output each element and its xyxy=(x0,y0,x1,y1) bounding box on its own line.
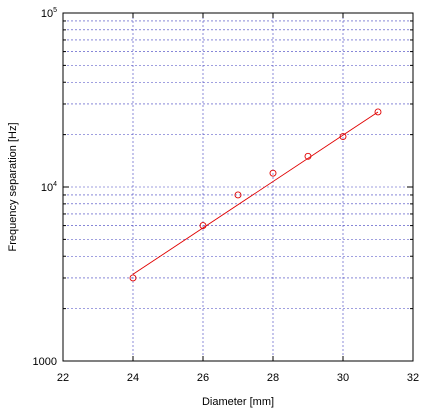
data-series xyxy=(129,108,382,282)
data-point xyxy=(374,108,382,116)
data-point xyxy=(339,133,347,140)
data-point xyxy=(129,274,137,282)
axis-ticks xyxy=(62,13,414,362)
y-tick-label: 104 xyxy=(41,181,57,194)
x-tick-label: 28 xyxy=(267,372,279,384)
x-tick-label: 30 xyxy=(337,372,349,384)
x-tick-label: 22 xyxy=(57,372,69,384)
data-point xyxy=(234,191,242,199)
y-tick-label: 105 xyxy=(41,7,57,20)
x-tick-label: 32 xyxy=(407,372,419,384)
x-tick-label: 24 xyxy=(127,372,139,384)
data-point xyxy=(269,169,277,177)
x-tick-labels: 22 24 26 28 30 32 xyxy=(57,372,419,384)
fit-line xyxy=(132,111,379,275)
x-axis-label: Diameter [mm] xyxy=(202,396,274,408)
y-tick-label: 1000 xyxy=(33,356,57,368)
y-axis-label: Frequency separation [Hz] xyxy=(7,122,19,251)
grid-lines xyxy=(63,13,413,361)
x-tick-label: 26 xyxy=(197,372,209,384)
y-tick-labels: 1000 104 105 xyxy=(33,7,58,368)
